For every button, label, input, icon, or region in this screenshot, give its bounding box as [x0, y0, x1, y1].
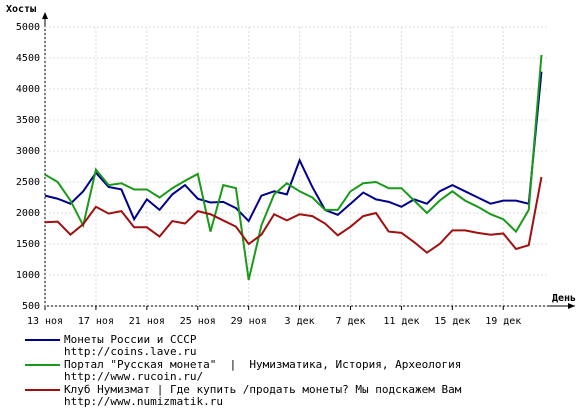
y-tick-label: 500 — [22, 301, 40, 312]
y-tick-label: 1000 — [16, 270, 40, 281]
x-tick-label: 19 дек — [485, 316, 521, 327]
x-tick-label: 3 дек — [285, 316, 315, 327]
legend: Монеты России и СССРhttp://coins.lave.ru… — [25, 333, 462, 408]
x-tick-label: 7 дек — [335, 316, 365, 327]
y-tick-label: 2500 — [16, 177, 40, 188]
x-tick-label: 17 ноя — [78, 316, 114, 327]
y-tick-label: 4000 — [16, 84, 40, 95]
axis-arrows — [42, 12, 575, 309]
x-tick-label: 29 ноя — [231, 316, 267, 327]
legend-url: http://coins.lave.ru — [64, 345, 196, 358]
legend-url: http://www.numizmatik.ru — [64, 395, 223, 408]
x-tick-label: 15 дек — [434, 316, 470, 327]
y-tick-label: 4500 — [16, 53, 40, 64]
x-tick-label: 25 ноя — [180, 316, 216, 327]
y-tick-label: 5000 — [16, 22, 40, 33]
y-tick-label: 3000 — [16, 146, 40, 157]
y-tick-label: 2000 — [16, 208, 40, 219]
y-tick-label: 3500 — [16, 115, 40, 126]
legend-label: Клуб Нумизмат | Где купить /продать моне… — [64, 383, 462, 396]
legend-url: http://www.rucoin.ru/ — [64, 370, 203, 383]
x-tick-label: 21 ноя — [129, 316, 165, 327]
x-tick-label: 11 дек — [383, 316, 419, 327]
series-line — [44, 54, 543, 281]
legend-label: Монеты России и СССР — [64, 333, 197, 346]
series-line — [44, 71, 543, 223]
x-tick-label: 13 ноя — [27, 316, 63, 327]
x-axis-label: День — [552, 293, 576, 304]
legend-label: Портал "Русская монета" | Нумизматика, И… — [64, 358, 461, 371]
series-line — [44, 176, 543, 254]
y-axis-label: Хосты — [6, 4, 36, 15]
y-tick-label: 1500 — [16, 239, 40, 250]
